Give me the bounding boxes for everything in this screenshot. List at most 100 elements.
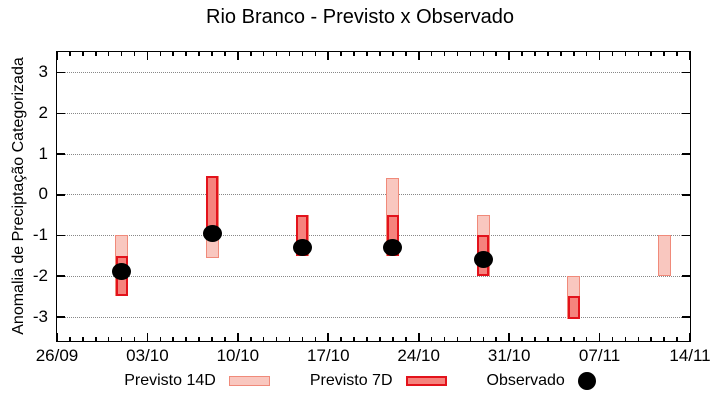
x-minor-tick-top: [585, 52, 588, 56]
y-tick-left: [57, 234, 65, 237]
x-major-tick: [327, 333, 330, 341]
x-minor-tick-top: [159, 52, 162, 56]
x-minor-tick: [547, 337, 549, 341]
x-tick-label: 03/10: [126, 346, 169, 365]
x-minor-tick-top: [172, 52, 175, 56]
x-minor-tick-top: [262, 52, 265, 56]
x-major-tick-top: [237, 52, 239, 60]
x-minor-tick: [69, 337, 71, 341]
x-minor-tick: [404, 337, 407, 341]
x-tick-label: 17/10: [307, 346, 350, 365]
y-tick-right: [682, 193, 690, 196]
x-minor-tick: [521, 337, 523, 341]
x-minor-tick-top: [340, 52, 342, 56]
y-tick-right: [682, 316, 690, 318]
x-major-tick: [689, 333, 691, 341]
x-minor-tick-top: [69, 52, 71, 56]
x-minor-tick-top: [198, 52, 200, 56]
x-tick-label: 10/10: [216, 346, 260, 365]
x-minor-tick-top: [379, 52, 381, 56]
x-minor-tick-top: [185, 52, 187, 56]
x-minor-tick: [107, 337, 110, 341]
y-tick-label: 0: [38, 184, 48, 204]
x-tick-label: 24/10: [397, 346, 440, 365]
y-tick-right: [682, 71, 690, 74]
x-tick-label: 31/10: [487, 346, 531, 365]
legend-item-observado: Observado: [487, 372, 596, 390]
x-major-tick-top: [508, 52, 510, 60]
x-minor-tick-top: [430, 52, 433, 56]
x-major-tick-top: [56, 52, 58, 60]
x-major-tick: [508, 333, 510, 341]
x-minor-tick-top: [249, 52, 252, 56]
y-tick-right: [682, 275, 690, 277]
x-minor-tick-top: [120, 52, 123, 56]
x-minor-tick-top: [560, 52, 562, 56]
x-minor-tick-top: [676, 52, 678, 56]
y-tick-label: -1: [32, 225, 48, 245]
y-tick-label: 2: [38, 103, 48, 123]
x-minor-tick: [572, 337, 575, 341]
x-minor-tick: [172, 337, 175, 341]
y-tick-left: [57, 71, 65, 74]
y-tick-left: [57, 153, 65, 155]
x-minor-tick: [120, 337, 123, 341]
x-minor-tick: [585, 337, 588, 341]
x-tick-label: 14/11: [669, 346, 711, 365]
x-minor-tick-top: [366, 52, 368, 56]
x-minor-tick-top: [469, 52, 472, 56]
x-minor-tick: [224, 337, 226, 341]
x-minor-tick: [676, 337, 678, 341]
observed-dot: [383, 238, 403, 256]
x-minor-tick-top: [275, 52, 278, 56]
x-major-tick-top: [146, 52, 149, 60]
x-minor-tick: [159, 337, 162, 341]
forecast-7d-swatch-icon: [405, 376, 447, 386]
observed-dot: [112, 263, 132, 281]
chart-title: Rio Branco - Previsto x Observado: [206, 6, 514, 28]
x-minor-tick-top: [547, 52, 549, 56]
x-minor-tick-top: [521, 52, 523, 56]
x-major-tick-top: [598, 52, 601, 60]
x-minor-tick: [637, 337, 640, 341]
x-major-tick-top: [689, 52, 691, 60]
x-minor-tick: [495, 337, 498, 341]
legend-item-previsto-14d: Previsto 14D: [124, 372, 270, 390]
x-minor-tick: [185, 337, 187, 341]
x-minor-tick: [94, 337, 97, 341]
forecast-14d-bar: [657, 235, 671, 276]
x-minor-tick-top: [663, 52, 665, 56]
x-minor-tick: [353, 337, 355, 341]
x-minor-tick-top: [94, 52, 97, 56]
x-tick-label: 26/09: [35, 346, 79, 365]
x-minor-tick-top: [611, 52, 614, 56]
x-minor-tick-top: [301, 52, 304, 56]
x-minor-tick-top: [572, 52, 575, 56]
legend-label-observado: Observado: [486, 372, 565, 389]
x-minor-tick-top: [456, 52, 459, 56]
x-minor-tick: [275, 337, 278, 341]
x-minor-tick-top: [211, 52, 213, 56]
x-minor-tick-top: [495, 52, 498, 56]
x-minor-tick: [482, 337, 485, 341]
x-major-tick: [598, 333, 601, 341]
x-minor-tick-top: [353, 52, 355, 56]
x-minor-tick: [340, 337, 342, 341]
x-major-tick-top: [417, 52, 420, 60]
x-minor-tick: [301, 337, 304, 341]
x-minor-tick: [133, 337, 136, 341]
x-minor-tick-top: [224, 52, 226, 56]
grid-line: [59, 153, 688, 155]
x-minor-tick-top: [82, 52, 84, 56]
x-minor-tick: [611, 337, 614, 341]
x-major-tick: [417, 333, 420, 341]
x-minor-tick-top: [624, 52, 627, 56]
y-tick-left: [57, 316, 65, 318]
y-tick-left: [57, 193, 65, 196]
grid-line: [59, 113, 688, 115]
x-major-tick: [146, 333, 149, 341]
x-minor-tick-top: [133, 52, 136, 56]
x-minor-tick-top: [404, 52, 407, 56]
forecast-7d-bar: [567, 296, 580, 319]
